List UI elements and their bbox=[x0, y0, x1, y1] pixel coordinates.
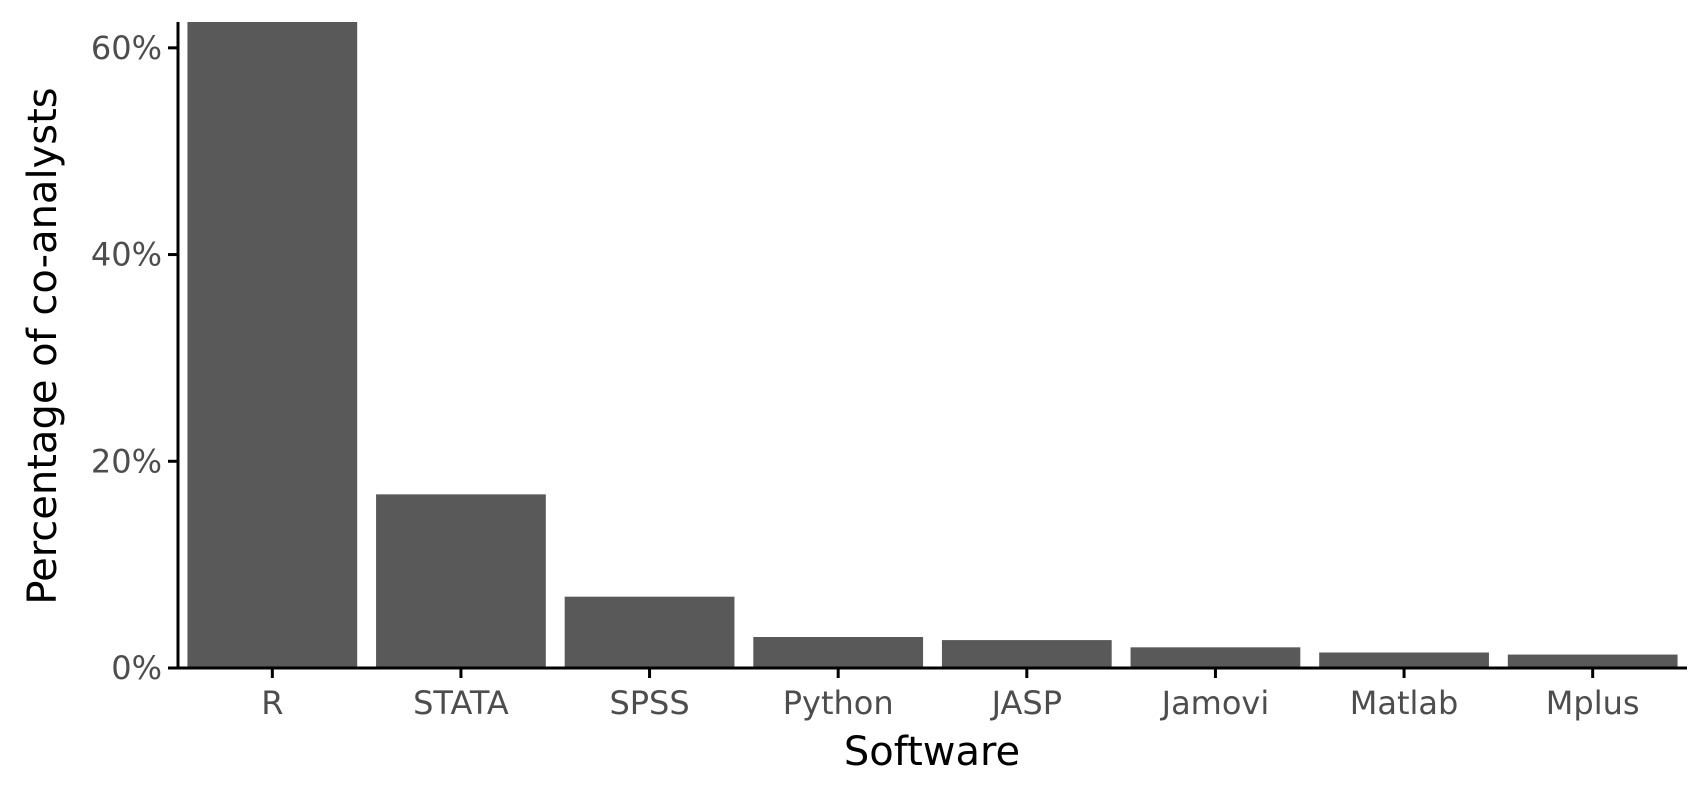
bar-matlab bbox=[1319, 652, 1489, 668]
bars-group bbox=[187, 22, 1678, 668]
x-tick-label: SPSS bbox=[609, 684, 689, 722]
bar-jamovi bbox=[1130, 647, 1301, 668]
x-axis-title: Software bbox=[844, 729, 1020, 775]
bar-python bbox=[753, 636, 924, 668]
x-tick-label: Python bbox=[783, 684, 894, 722]
y-tick-label: 20% bbox=[91, 442, 162, 480]
x-tick-label: Mplus bbox=[1546, 684, 1640, 722]
x-axis: R STATA SPSS Python JASP Jamovi Matlab Mplus bbox=[176, 666, 1687, 722]
bar-spss bbox=[564, 596, 735, 668]
x-tick-label: Matlab bbox=[1350, 684, 1459, 722]
y-tick-label: 0% bbox=[111, 649, 162, 687]
bar-mplus bbox=[1507, 654, 1678, 668]
y-axis: 0% 20% 40% 60% bbox=[91, 22, 180, 687]
x-tick-label: JASP bbox=[990, 684, 1062, 722]
y-tick-label: 60% bbox=[91, 29, 162, 67]
bar-stata bbox=[376, 494, 546, 668]
x-tick-label: STATA bbox=[413, 684, 509, 722]
x-tick-label: R bbox=[261, 684, 283, 722]
bar-r bbox=[187, 22, 358, 668]
y-tick-label: 40% bbox=[91, 236, 162, 274]
bar-jasp bbox=[941, 640, 1112, 668]
y-axis-title: Percentage of co-analysts bbox=[20, 87, 66, 604]
x-tick-label: Jamovi bbox=[1160, 684, 1270, 722]
